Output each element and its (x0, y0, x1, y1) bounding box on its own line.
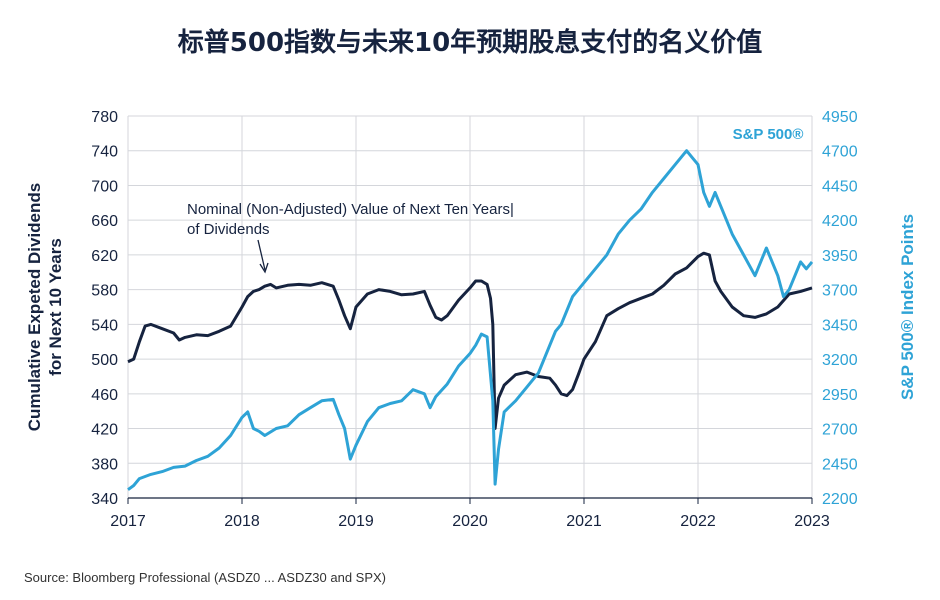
legend-spx: S&P 500® (733, 126, 804, 143)
y-left-tick-label: 700 (91, 178, 118, 195)
y-left-tick-label: 740 (91, 144, 118, 161)
y-left-tick-label: 780 (91, 109, 118, 126)
y-right-tick-label: 2450 (822, 456, 858, 473)
annotation-line: Nominal (Non-Adjusted) Value of Next Ten… (187, 201, 514, 218)
y-left-tick-label: 340 (91, 491, 118, 508)
y-right-tick-label: 4200 (822, 213, 858, 230)
source-note: Source: Bloomberg Professional (ASDZ0 ..… (24, 570, 387, 585)
y-right-tick-label: 3950 (822, 248, 858, 265)
y-right-tick-label: 3200 (822, 352, 858, 369)
x-tick-label: 2019 (338, 513, 374, 530)
y-left-tick-label: 460 (91, 387, 118, 404)
y-left-tick-label: 660 (91, 213, 118, 230)
series-line-dividends (127, 251, 813, 430)
gridlines (127, 115, 813, 499)
y-right-tick-label: 3700 (822, 283, 858, 300)
annotation-dividends: Nominal (Non-Adjusted) Value of Next Ten… (187, 201, 514, 238)
x-tick-label: 2023 (794, 513, 830, 530)
y-left-tick-label: 580 (91, 283, 118, 300)
y-axis-left: 340 380 420 460 500 540 580 620 660 700 740 780 (91, 109, 118, 508)
annotation-arrowhead (259, 262, 269, 274)
series-lines (127, 149, 814, 491)
y-right-tick-label: 2200 (822, 491, 858, 508)
y-right-tick-label: 4450 (822, 178, 858, 195)
chart-title: 标普500指数与未来10年预期股息支付的名义价值 (177, 28, 763, 58)
y-axis-right: 2200 2450 2700 2950 3200 3450 3700 3950 4200 4450… (822, 109, 858, 508)
y-left-tick-label: 420 (91, 422, 118, 439)
x-tick-label: 2017 (110, 513, 146, 530)
axis-labels: Cumulative Expeted Dividends for Next 10 … (25, 126, 917, 431)
x-tick-label: 2022 (680, 513, 716, 530)
annotation-line: of Dividends (187, 221, 270, 238)
y-left-tick-label: 620 (91, 248, 118, 265)
y-right-tick-label: 4950 (822, 109, 858, 126)
x-axis: 2017 2018 2019 2020 2021 2022 2023 (110, 497, 830, 530)
y-right-tick-label: 4700 (822, 144, 858, 161)
x-tick-label: 2021 (566, 513, 602, 530)
y-right-tick-label: 2950 (822, 387, 858, 404)
series-line-spx (127, 149, 814, 491)
y-left-tick-label: 500 (91, 352, 118, 369)
y-axis-right-label: S&P 500® Index Points (898, 214, 917, 400)
annotation-arrow (257, 239, 266, 271)
y-axis-left-label-line: Cumulative Expeted Dividends (25, 183, 44, 431)
y-left-tick-label: 540 (91, 317, 118, 334)
x-tick-label: 2018 (224, 513, 260, 530)
y-right-tick-label: 3450 (822, 317, 858, 334)
y-right-tick-label: 2700 (822, 422, 858, 439)
y-left-tick-label: 380 (91, 456, 118, 473)
y-axis-left-label: Cumulative Expeted Dividends for Next 10 … (25, 183, 65, 431)
x-tick-label: 2020 (452, 513, 488, 530)
y-axis-left-label-line: for Next 10 Years (46, 238, 65, 376)
